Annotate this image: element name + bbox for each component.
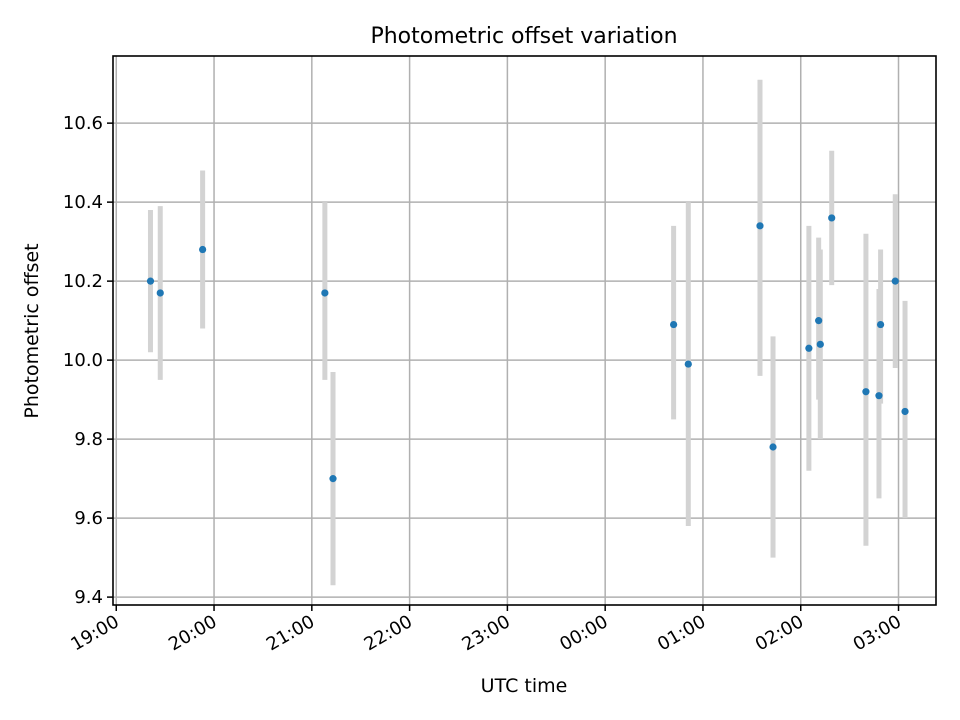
data-point [756, 222, 764, 230]
x-tick-label: 00:00 [556, 611, 611, 655]
error-bars [147, 79, 908, 586]
axis-ticks: 19:00 20:00 21:00 22:00 23:00 00:00 01:00 02:00… [63, 113, 905, 655]
data-point [815, 317, 823, 325]
y-tick-label: 9.4 [74, 587, 103, 608]
data-points [146, 214, 909, 483]
data-point [828, 214, 836, 222]
y-tick-label: 10.6 [63, 113, 103, 134]
data-point [891, 277, 899, 285]
data-point [875, 392, 883, 400]
x-tick-label: 21:00 [263, 611, 318, 655]
data-point [816, 340, 824, 348]
y-tick-label: 10.4 [63, 192, 103, 213]
x-axis-label: UTC time [481, 675, 568, 697]
x-tick-label: 02:00 [752, 611, 807, 655]
data-point [901, 407, 909, 416]
y-tick-label: 10.0 [63, 350, 103, 371]
data-point [146, 277, 155, 285]
x-tick-label: 03:00 [850, 611, 905, 655]
data-point [199, 245, 207, 254]
data-point [805, 344, 813, 352]
y-tick-label: 10.2 [63, 271, 103, 292]
grid [113, 56, 936, 605]
data-point [862, 388, 870, 396]
x-tick-label: 22:00 [361, 611, 416, 655]
y-axis-label: Photometric offset [21, 243, 43, 418]
x-tick-label: 23:00 [458, 611, 513, 655]
y-tick-label: 9.6 [74, 508, 103, 529]
plot-frame [112, 55, 937, 606]
data-point [684, 360, 692, 368]
data-point [876, 320, 885, 329]
data-point [329, 475, 337, 483]
data-point [769, 443, 777, 451]
data-point [670, 320, 678, 329]
chart-title: Photometric offset variation [370, 24, 677, 49]
y-tick-label: 9.8 [74, 429, 103, 450]
x-tick-label: 19:00 [67, 611, 122, 655]
x-tick-label: 20:00 [165, 611, 220, 655]
data-point [156, 289, 164, 297]
x-tick-label: 01:00 [654, 611, 709, 655]
data-point [321, 289, 329, 297]
